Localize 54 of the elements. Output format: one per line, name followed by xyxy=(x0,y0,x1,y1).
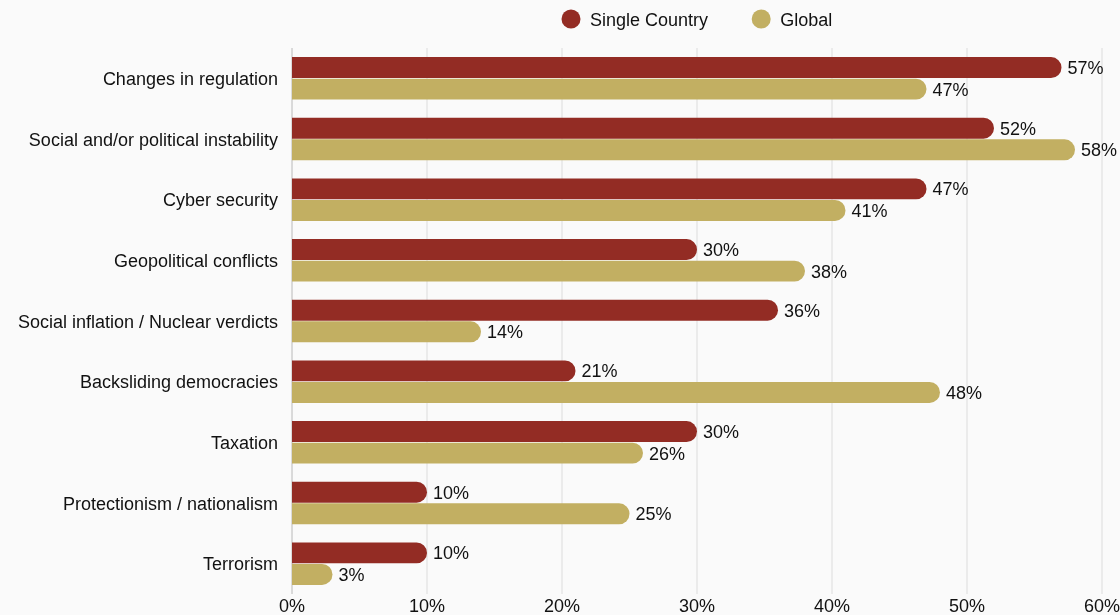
data-label: 30% xyxy=(703,422,740,443)
bar xyxy=(292,199,846,221)
bar xyxy=(292,178,927,200)
data-label: 21% xyxy=(581,361,618,382)
y-tick-label: Social and/or political instability xyxy=(28,129,278,150)
data-label: 3% xyxy=(338,564,365,585)
legend-label: Global xyxy=(780,9,833,30)
data-label: 26% xyxy=(649,443,686,464)
y-tick-label: Taxation xyxy=(210,432,278,453)
bar xyxy=(292,260,805,282)
bar xyxy=(292,542,427,564)
bar xyxy=(292,139,1075,161)
data-label: 47% xyxy=(932,79,969,100)
data-label: 47% xyxy=(932,179,969,200)
y-tick-label: Terrorism xyxy=(203,554,278,575)
bar xyxy=(292,421,697,443)
x-tick-label: 50% xyxy=(948,596,986,615)
bar xyxy=(292,503,630,525)
data-label: 30% xyxy=(703,240,740,261)
x-tick-label: 20% xyxy=(543,596,581,615)
legend-label: Single Country xyxy=(590,9,709,30)
bar xyxy=(292,321,481,343)
data-label: 10% xyxy=(433,482,470,503)
data-label: 48% xyxy=(946,382,983,403)
bar xyxy=(292,360,576,382)
data-label: 25% xyxy=(635,504,672,525)
x-tick-label: 60% xyxy=(1083,596,1120,615)
data-label: 58% xyxy=(1081,140,1118,161)
bar xyxy=(292,239,697,261)
data-label: 10% xyxy=(433,543,470,564)
bar xyxy=(292,563,333,585)
bar xyxy=(292,481,427,503)
data-label: 52% xyxy=(1000,118,1037,139)
bar xyxy=(292,57,1062,79)
bar xyxy=(292,117,994,139)
data-label: 14% xyxy=(487,322,524,343)
data-label: 57% xyxy=(1067,58,1104,79)
x-tick-label: 40% xyxy=(813,596,851,615)
y-tick-label: Geopolitical conflicts xyxy=(113,250,278,271)
y-tick-label: Cyber security xyxy=(162,190,278,211)
y-tick-label: Backsliding democracies xyxy=(79,372,278,393)
bar xyxy=(292,299,778,321)
data-label: 38% xyxy=(811,261,848,282)
y-tick-label: Social inflation / Nuclear verdicts xyxy=(17,311,278,332)
bar xyxy=(292,78,927,100)
y-tick-label: Protectionism / nationalism xyxy=(62,493,278,514)
data-label: 36% xyxy=(784,300,821,321)
x-tick-label: 30% xyxy=(678,596,716,615)
bar xyxy=(292,381,940,403)
bar xyxy=(292,442,643,464)
x-tick-label: 0% xyxy=(278,596,306,615)
x-tick-label: 10% xyxy=(408,596,446,615)
data-label: 41% xyxy=(851,200,888,221)
y-tick-label: Changes in regulation xyxy=(102,68,278,89)
